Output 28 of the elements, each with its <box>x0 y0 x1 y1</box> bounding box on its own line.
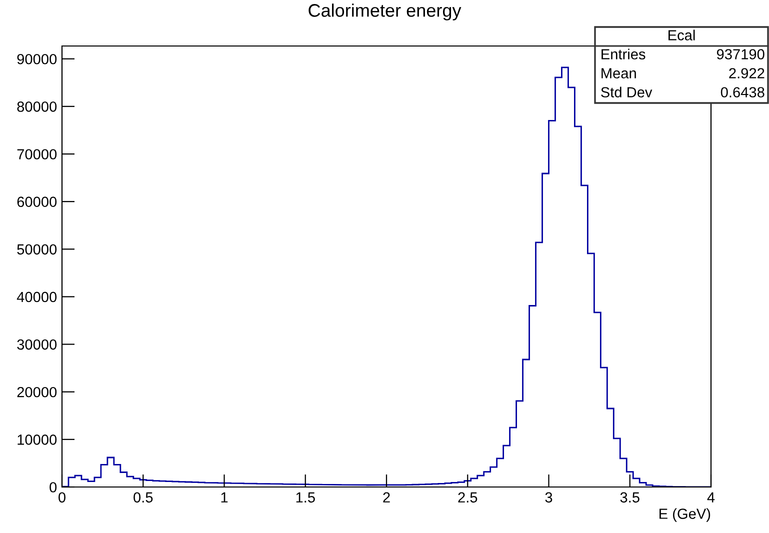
annotation: Entries <box>602 48 646 60</box>
x-tick-label: 3.5 <box>620 492 640 503</box>
x-tick-label: 1 <box>221 492 228 502</box>
text: 2.922 <box>729 68 764 78</box>
y-tick-label: 70000 <box>17 149 57 160</box>
text: 0.6438 <box>720 87 764 98</box>
x-axis-title: E (GeV) <box>660 508 710 522</box>
y-tick-label: 0 <box>50 482 57 492</box>
x-tick-label: 0 <box>58 492 66 503</box>
annotation: Mean <box>602 68 636 78</box>
y-tick-label: 90000 <box>17 54 57 64</box>
y-tick-label: 20000 <box>17 386 57 398</box>
annotation: Std Dev <box>601 86 652 98</box>
x-tick-label: 3 <box>545 492 552 503</box>
y-tick-label: 10000 <box>18 434 57 445</box>
x-tick-label: 2.5 <box>458 492 478 503</box>
x-tick-label: 1.5 <box>296 492 315 503</box>
x-tick-label: 4 <box>707 492 715 502</box>
y-tick-label: 30000 <box>17 339 57 350</box>
chart-title: Calorimeter energy <box>308 4 462 20</box>
y-tick-label: 60000 <box>17 196 57 207</box>
text: Ecal <box>668 30 695 40</box>
y-tick-label: 80000 <box>17 102 57 112</box>
y-tick-label: 40000 <box>16 292 57 302</box>
text: 937190 <box>716 49 764 60</box>
x-tick-label: 2 <box>383 492 390 502</box>
x-tick-label: 0.5 <box>134 492 153 503</box>
y-tick-label: 50000 <box>17 244 57 255</box>
